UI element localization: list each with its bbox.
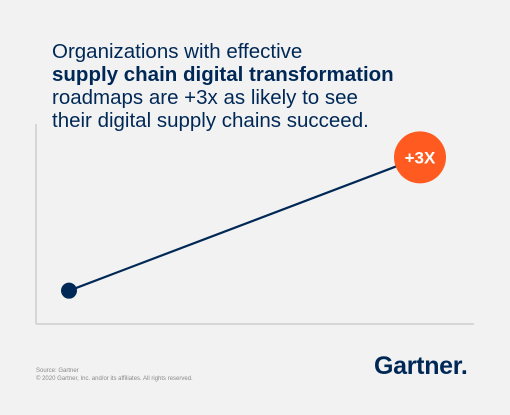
copyright-note: © 2020 Gartner, Inc. and/or its affiliat…	[36, 376, 193, 382]
headline-line-4: their digital supply chains succeed.	[52, 109, 369, 132]
source-note: Source: Gartner	[36, 368, 79, 374]
headline: Organizations with effective supply chai…	[52, 40, 482, 132]
series-line	[67, 156, 422, 292]
headline-line-3: roadmaps are +3x as likely to see	[52, 86, 358, 109]
footer: Source: Gartner © 2020 Gartner, Inc. and…	[36, 367, 193, 383]
start-point-marker	[61, 282, 77, 299]
gartner-logo: Gartner.	[374, 352, 468, 380]
headline-line-2: supply chain digital transformation	[52, 63, 394, 86]
end-point-label: +3X	[405, 148, 436, 167]
end-point-marker	[394, 131, 446, 184]
headline-line-1: Organizations with effective	[52, 40, 303, 63]
